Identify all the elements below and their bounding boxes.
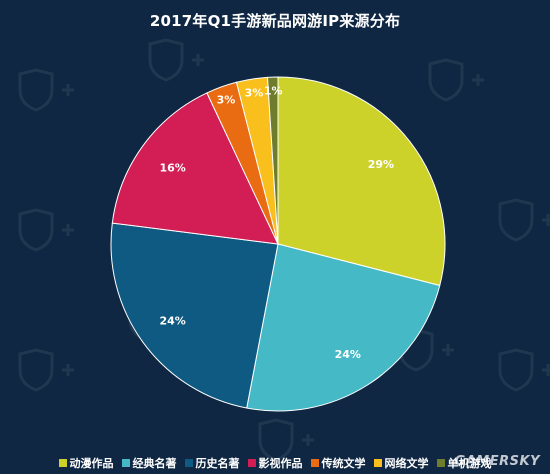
legend-label: 网络文学: [384, 457, 429, 470]
legend-label: 经典名著: [132, 457, 177, 470]
legend-item[interactable]: 动漫作品: [58, 455, 114, 471]
watermark-shield-icon: [18, 68, 74, 112]
legend-swatch: [436, 459, 445, 467]
legend-item[interactable]: 单机游戏: [436, 455, 492, 471]
slice-label-3: 24%: [159, 315, 185, 328]
legend-item[interactable]: 影视作品: [247, 455, 303, 471]
watermark-shield-icon: [498, 198, 550, 242]
pie-slice-7: [266, 76, 279, 245]
pie-slice-4: [111, 92, 279, 245]
legend-swatch: [373, 459, 382, 467]
legend-label: 动漫作品: [69, 457, 114, 470]
site-watermark: GAMERSKY: [454, 454, 540, 469]
legend-label: 单机游戏: [447, 457, 492, 470]
legend-swatch: [121, 459, 130, 467]
watermark-shield-icon: [18, 208, 74, 252]
slice-label-2: 24%: [335, 348, 361, 361]
watermark-shield-icon: [148, 38, 204, 82]
legend-item[interactable]: 传统文学: [310, 455, 366, 471]
chart-title: 2017年Q1手游新品网游IP来源分布: [149, 12, 401, 30]
watermark-shield-icon: [428, 58, 484, 102]
pie-slice-3: [110, 222, 279, 409]
legend-label: 传统文学: [321, 457, 366, 470]
legend-swatch: [310, 459, 319, 467]
legend-item[interactable]: 经典名著: [121, 455, 177, 471]
slice-label-7: 1%: [264, 84, 283, 97]
legend-swatch: [184, 459, 193, 467]
slice-label-4: 16%: [159, 161, 185, 174]
watermark-shield-icon: [18, 348, 74, 392]
pie-slice-2: [246, 243, 441, 412]
pie-slice-1: [277, 76, 446, 287]
slice-label-6: 3%: [245, 86, 264, 99]
chart-legend: 动漫作品 经典名著 历史名著 影视作品 传统文学 网络文学 单机游戏: [0, 454, 550, 472]
legend-label: 影视作品: [258, 457, 303, 470]
legend-label: 历史名著: [195, 457, 240, 470]
legend-swatch: [58, 459, 67, 467]
watermark-shield-icon: [258, 418, 314, 462]
watermark-shield-icon: [498, 348, 550, 392]
legend-swatch: [247, 459, 256, 467]
slice-label-5: 3%: [217, 93, 236, 106]
slice-label-1: 29%: [368, 158, 394, 171]
legend-item[interactable]: 网络文学: [373, 455, 429, 471]
legend-item[interactable]: 历史名著: [184, 455, 240, 471]
